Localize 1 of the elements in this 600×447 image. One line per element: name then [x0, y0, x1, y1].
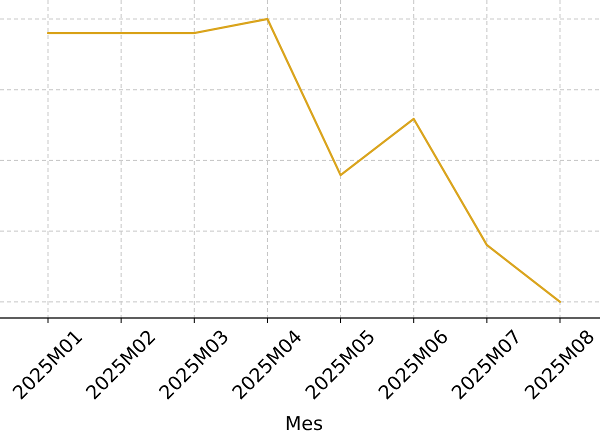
x-axis-title: Mes — [285, 413, 323, 435]
